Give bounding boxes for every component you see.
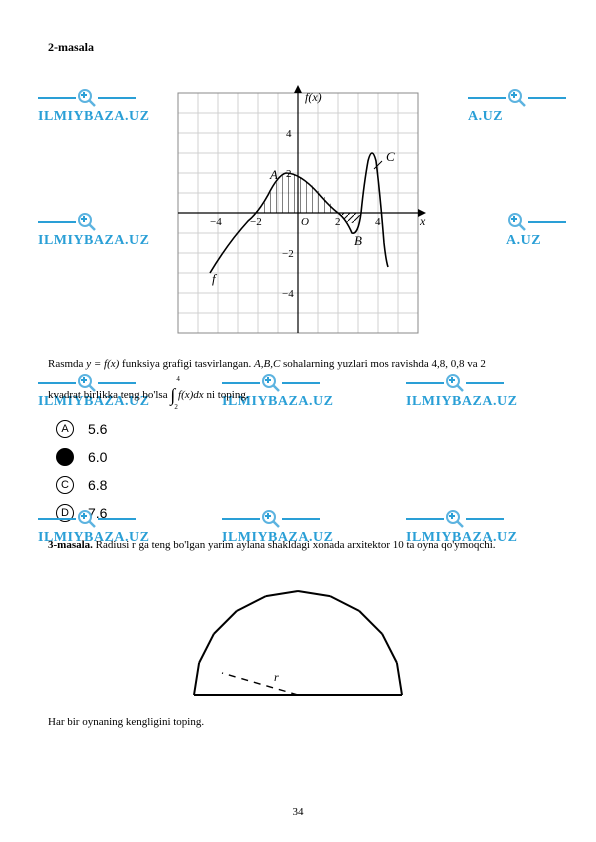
page-number: 34 (0, 806, 596, 818)
svg-text:4: 4 (375, 216, 381, 228)
graph-area: ILMIYBAZA.UZ A.UZ (48, 83, 548, 343)
wm-line (528, 97, 566, 99)
svg-text:4: 4 (286, 128, 292, 140)
answer-value: 5.6 (88, 421, 107, 437)
answer-choices: A5.66.0C6.8D7.6 (56, 420, 548, 522)
wm-line (468, 97, 506, 99)
svg-text:−4: −4 (210, 216, 222, 228)
wm-line (38, 97, 76, 99)
svg-text:−2: −2 (250, 216, 262, 228)
x-axis-label: x (419, 214, 426, 228)
answer-bubble[interactable]: C (56, 476, 74, 494)
search-icon (76, 508, 98, 530)
wm-line (466, 518, 504, 520)
search-icon (76, 87, 98, 109)
function-graph: f(x) x 4 2 −2 −4 −4 −2 2 4 O A B C f (168, 83, 428, 343)
search-icon (444, 508, 466, 530)
wm-line (98, 97, 136, 99)
answer-choice-c[interactable]: C 6.8 (56, 476, 548, 494)
search-icon (506, 211, 528, 233)
region-c-label: C (386, 149, 395, 164)
wm-line (282, 518, 320, 520)
svg-text:O: O (301, 216, 309, 228)
region-a-label: A (269, 167, 278, 182)
wm-line (222, 518, 260, 520)
watermark-text: ILMIYBAZA.UZ (38, 530, 149, 546)
watermark-text: ILMIYBAZA.UZ (406, 530, 517, 546)
semicircle-diagram: r (178, 573, 418, 703)
search-icon (260, 508, 282, 530)
watermark-text: A.UZ (468, 109, 503, 125)
wm-line (406, 518, 444, 520)
region-b-label: B (354, 233, 362, 248)
answer-value: 6.0 (88, 449, 107, 465)
watermark-text: A.UZ (506, 233, 541, 249)
radius-label: r (274, 670, 279, 684)
question-2-line2: kvadrat birlikka teng bo'lsa 4 ∫ 2 f(x)d… (48, 380, 548, 411)
svg-text:−4: −4 (282, 288, 294, 300)
answer-choice-a[interactable]: A 5.6 (56, 420, 548, 438)
wm-line (98, 518, 136, 520)
answer-bubble[interactable] (56, 448, 74, 466)
wm-line (38, 518, 76, 520)
svg-text:−2: −2 (282, 248, 294, 260)
watermark-text: ILMIYBAZA.UZ (38, 233, 149, 249)
watermark-text: ILMIYBAZA.UZ (222, 530, 333, 546)
watermark-text: ILMIYBAZA.UZ (38, 109, 149, 125)
search-icon (76, 211, 98, 233)
svg-text:2: 2 (286, 168, 292, 180)
final-question: Har bir oynaning kengligini toping. (48, 713, 548, 732)
answer-bubble[interactable]: A (56, 420, 74, 438)
answer-choice-b[interactable]: 6.0 (56, 448, 548, 466)
search-icon (506, 87, 528, 109)
wm-line (38, 221, 76, 223)
wm-line (528, 221, 566, 223)
svg-text:2: 2 (335, 216, 341, 228)
f-of-x-label: f(x) (305, 90, 322, 104)
answer-value: 6.8 (88, 477, 107, 493)
problem-2-heading: 2-masala (48, 40, 548, 55)
